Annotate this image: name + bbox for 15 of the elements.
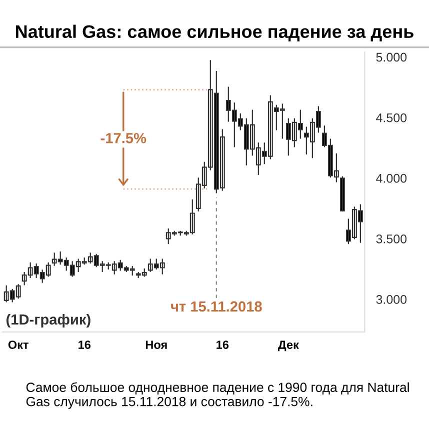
y-tick-label: 5.000 <box>376 52 407 62</box>
y-tick-label: 3.000 <box>376 295 407 304</box>
chart-title: Natural Gas: самое сильное падение за день <box>16 24 414 42</box>
x-tick-label: Окт <box>8 340 28 349</box>
x-tick-label: Дек <box>278 340 299 352</box>
text: Самое большое однодневное падение с 1990 года для Natural Gas случилось 15.11.2018 и составило -17.5%. <box>26 382 409 409</box>
y-tick-label: 3.500 <box>376 234 407 244</box>
annotation: чт 15.11.2018 <box>171 301 262 312</box>
x-tick-label: 16 <box>216 340 229 349</box>
x-tick-label: Ноя <box>146 340 167 349</box>
y-tick-label: 4.000 <box>376 174 407 183</box>
y-tick-label: 4.500 <box>376 113 407 122</box>
annotation: (1D-график) <box>6 314 90 328</box>
annotation: -17.5% <box>100 132 146 144</box>
x-tick-label: 16 <box>78 340 91 349</box>
